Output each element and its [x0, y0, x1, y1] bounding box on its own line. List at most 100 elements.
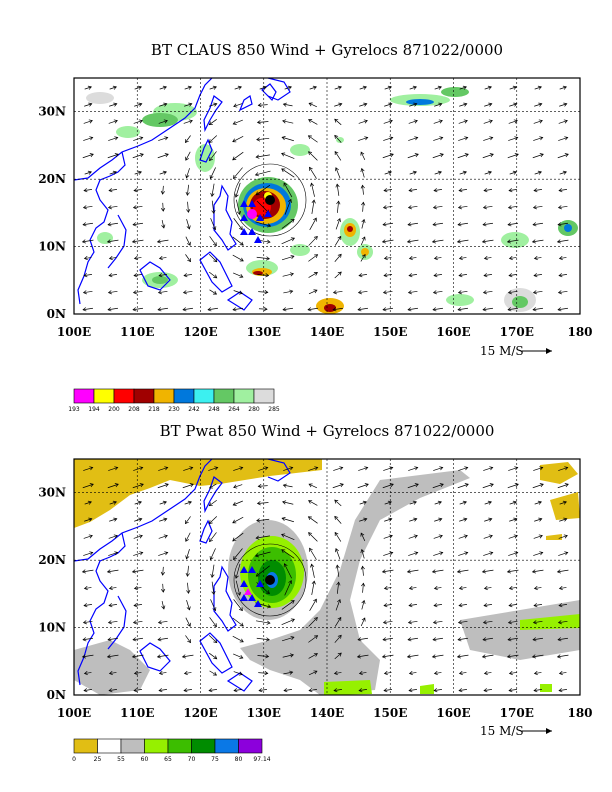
wind-vector-arrow	[108, 256, 117, 261]
wind-vector-arrow	[533, 256, 542, 261]
wind-vector-arrow	[133, 551, 144, 556]
wind-vector-arrow	[133, 586, 142, 591]
colorbar-swatch	[133, 388, 155, 404]
colorbar-label: 264	[228, 406, 240, 413]
y-tick-label: 0N	[47, 688, 66, 702]
wind-vector-arrow	[281, 237, 296, 245]
wind-vector-arrow	[282, 272, 295, 277]
wind-vector-arrow	[235, 580, 242, 596]
wind-vector-arrow	[458, 256, 467, 261]
wind-vector-arrow	[232, 167, 243, 179]
wind-vector-arrow	[208, 483, 217, 489]
wind-vector-arrow	[159, 170, 167, 175]
wind-vector-arrow	[232, 119, 243, 125]
colorbar-label: 55	[117, 756, 125, 763]
wind-vector-arrow	[156, 654, 169, 659]
wind-vector-arrow	[382, 290, 393, 295]
wind-vector-arrow	[407, 153, 419, 159]
wind-vector-arrow	[384, 517, 393, 522]
wind-vector-arrow	[431, 654, 444, 659]
wind-vector-arrow	[308, 670, 318, 676]
wind-vector-arrow	[134, 500, 142, 505]
wind-vector-arrow	[408, 603, 418, 608]
wind-vector-arrow	[254, 551, 271, 558]
wind-vector-arrow	[333, 466, 344, 471]
wind-vector-arrow	[160, 185, 165, 195]
wind-vector-arrow	[334, 118, 342, 126]
panel2-reference-arrow	[522, 728, 552, 734]
wind-vector-arrow	[159, 85, 167, 90]
wind-vector-arrow	[158, 256, 167, 261]
wind-vector-arrow	[334, 616, 342, 627]
wind-vector-arrow	[533, 188, 543, 193]
wind-vector-arrow	[232, 151, 244, 161]
wind-vector-arrow	[409, 170, 417, 175]
panel1-reference-arrow	[522, 348, 552, 354]
colorbar-label: 97.14	[253, 756, 270, 763]
colorbar-label: 193	[68, 406, 80, 413]
wind-vector-arrow	[232, 254, 244, 262]
wind-vector-arrow	[433, 119, 443, 124]
wind-vector-arrow	[481, 569, 494, 574]
wind-vector-arrow	[185, 516, 191, 525]
wind-vector-arrow	[186, 582, 191, 594]
wind-vector-arrow	[383, 466, 394, 471]
wind-vector-arrow	[383, 188, 393, 193]
wind-vector-arrow	[334, 515, 342, 524]
wind-vector-arrow	[533, 603, 543, 608]
wind-vector-arrow	[109, 85, 117, 90]
wind-vector-arrow	[456, 239, 469, 244]
wind-vector-arrow	[84, 85, 92, 90]
wind-vector-arrow	[310, 182, 315, 197]
wind-vector-arrow	[82, 637, 93, 642]
wind-vector-arrow	[533, 688, 543, 693]
wind-vector-arrow	[456, 654, 469, 659]
wind-vector-arrow	[558, 119, 568, 124]
wind-vector-arrow	[481, 654, 494, 659]
wind-vector-arrow	[209, 236, 217, 247]
wind-vector-arrow	[108, 534, 118, 539]
wind-vector-arrow	[134, 102, 143, 107]
wind-vector-arrow	[359, 102, 368, 107]
wind-vector-arrow	[432, 637, 443, 642]
wind-vector-arrow	[161, 601, 166, 610]
wind-vector-arrow	[482, 637, 493, 642]
wind-vector-arrow	[233, 290, 243, 295]
wind-vector-arrow	[161, 220, 166, 229]
wind-vector-arrow	[209, 548, 216, 561]
wind-vector-arrow	[234, 563, 241, 579]
wind-vector-arrow	[384, 102, 393, 107]
wind-vector-arrow	[433, 671, 442, 676]
wind-vector-arrow	[106, 569, 119, 574]
wind-vector-arrow	[358, 671, 367, 676]
wind-vector-arrow	[459, 102, 468, 107]
wind-vector-arrow	[433, 551, 444, 556]
wind-vector-arrow	[456, 569, 469, 574]
wind-vector-arrow	[381, 654, 394, 659]
wind-vector-arrow	[309, 217, 317, 231]
wind-vector-arrow	[434, 170, 442, 175]
colorbar-swatch	[214, 738, 239, 754]
wind-vector-arrow	[108, 273, 118, 278]
panel2-frame	[73, 458, 581, 696]
wind-vector-arrow	[232, 135, 244, 143]
wind-vector-arrow	[360, 532, 366, 542]
wind-vector-arrow	[281, 600, 295, 610]
wind-vector-arrow	[256, 137, 270, 142]
wind-vector-arrow	[283, 182, 293, 198]
colorbar-label: 25	[94, 756, 102, 763]
wind-vector-arrow	[357, 637, 368, 642]
wind-vector-arrow	[183, 466, 194, 471]
wind-vector-arrow	[334, 167, 341, 179]
panel2-wind-vectors	[81, 466, 569, 693]
colorbar-label: 0	[72, 756, 76, 763]
wind-vector-arrow	[108, 586, 117, 591]
wind-vector-arrow	[383, 273, 393, 278]
y-tick-label: 10N	[38, 240, 66, 254]
wind-vector-arrow	[483, 119, 493, 124]
wind-vector-arrow	[309, 547, 317, 560]
wind-vector-arrow	[255, 184, 271, 196]
wind-vector-arrow	[133, 466, 144, 471]
wind-vector-arrow	[336, 581, 341, 594]
wind-vector-arrow	[459, 170, 467, 175]
